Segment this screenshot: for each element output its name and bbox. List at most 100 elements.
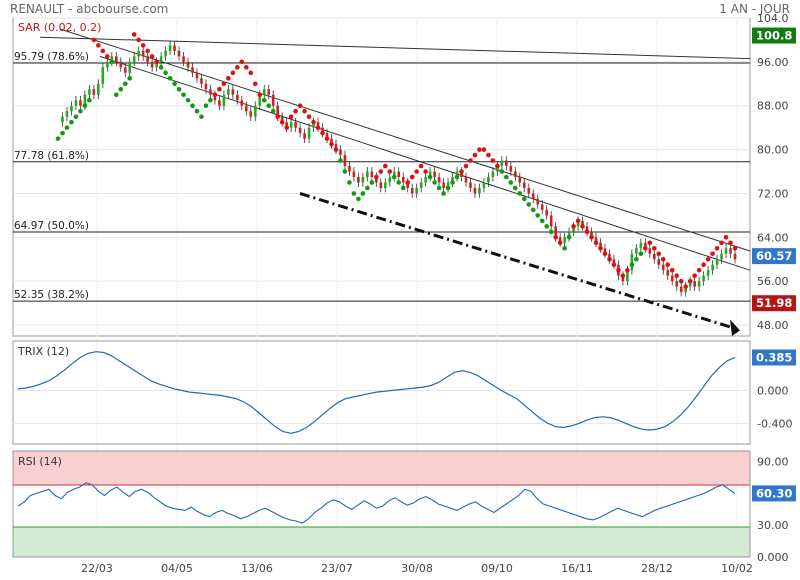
y-tick-label: -0.400: [757, 417, 792, 430]
sar-dot: [472, 152, 478, 158]
candle: [464, 172, 468, 187]
y-tick-label: 0.000: [757, 384, 789, 397]
sar-dot: [728, 240, 733, 246]
chart-period: 1 AN - JOUR: [719, 2, 790, 16]
x-tick-label: 28/12: [641, 562, 673, 575]
price-badge: 60.57: [752, 248, 796, 265]
sar-dot: [64, 125, 70, 130]
candle: [253, 101, 257, 122]
candle: [469, 178, 472, 193]
sar-dot: [60, 130, 65, 136]
candle: [119, 57, 123, 72]
sar-dot: [710, 251, 715, 257]
candle: [200, 73, 203, 89]
candle: [218, 95, 221, 111]
candle: [639, 238, 643, 253]
candle: [711, 260, 714, 275]
sar-dot: [732, 245, 738, 251]
rsi-badge: 60.30: [752, 485, 796, 502]
candle: [478, 183, 481, 198]
trendline-support-dashed: [299, 192, 734, 330]
sar-dot: [163, 70, 168, 76]
y-tick-label: 90.00: [757, 456, 789, 469]
sar-dot: [616, 267, 621, 273]
fib-label: 77.78 (61.8%): [14, 150, 89, 162]
rsi-panel-frame: [12, 450, 751, 558]
sar-dot: [629, 262, 635, 268]
sar-dot: [553, 235, 558, 240]
sar-dot: [145, 48, 150, 54]
sar-dot: [356, 196, 361, 202]
sar-dot: [683, 284, 688, 289]
sar-label: SAR (0.02, 0.2): [18, 21, 101, 34]
candle: [245, 101, 248, 116]
candle: [164, 46, 167, 61]
candle: [419, 178, 423, 193]
candle: [397, 167, 401, 182]
sar-dot: [360, 191, 366, 196]
y-tick-label: 64.00: [757, 231, 789, 244]
trendline-resistance-long: [39, 36, 751, 60]
candle: [527, 183, 531, 198]
candle: [657, 254, 661, 270]
candle: [298, 123, 302, 138]
candle: [437, 172, 441, 187]
candle: [339, 145, 342, 160]
candle: [352, 167, 356, 182]
candle: [388, 172, 392, 187]
x-tick-label: 13/06: [241, 562, 273, 575]
sar-dot: [235, 65, 240, 70]
sar-dot: [544, 224, 549, 229]
sar-dot: [190, 103, 195, 109]
candle: [724, 243, 728, 259]
sar-dot: [382, 163, 388, 169]
sar-dot: [477, 147, 482, 152]
sar-dot: [400, 185, 406, 191]
candle: [343, 150, 347, 171]
candle: [146, 51, 149, 67]
sar-dot: [315, 125, 321, 130]
y-tick-label: 80.00: [757, 144, 789, 157]
sar-dot: [705, 256, 711, 262]
sar-dot: [418, 163, 424, 169]
sar-dot: [638, 251, 644, 257]
candle: [267, 84, 271, 100]
sar-dot: [82, 103, 88, 109]
candle: [545, 205, 548, 220]
sar-dot: [714, 245, 720, 251]
sar-dot: [580, 224, 585, 229]
candle: [693, 276, 696, 292]
rsi-line: [17, 482, 736, 524]
sar-dot: [499, 169, 505, 174]
sar-dot: [244, 65, 249, 70]
sar-dot: [208, 97, 213, 103]
sar-dot: [293, 108, 298, 114]
sar-dot: [521, 196, 527, 202]
candle: [401, 172, 405, 187]
candle: [123, 62, 127, 78]
y-tick-label: 30.00: [757, 519, 789, 532]
candle: [92, 84, 96, 100]
sar-dot: [221, 81, 227, 87]
candle: [128, 57, 132, 78]
sar-dot: [481, 147, 487, 152]
sar-dot: [701, 262, 706, 268]
sar-dot: [463, 163, 469, 169]
candle: [231, 84, 235, 100]
sar-dot: [625, 267, 630, 273]
y-tick-label: 72.00: [757, 187, 789, 200]
candle: [415, 183, 418, 198]
fib-label: 95.79 (78.6%): [14, 51, 89, 63]
sar-dot: [78, 108, 83, 114]
candle: [706, 265, 710, 281]
y-tick-label: 56.00: [757, 275, 789, 288]
sar-dot: [441, 191, 446, 196]
candle: [679, 282, 683, 297]
sar-dot: [557, 240, 563, 246]
sar-dot: [270, 108, 276, 114]
trend-arrowhead: [730, 319, 740, 336]
sar-dot: [490, 158, 496, 163]
x-tick-label: 09/10: [481, 562, 513, 575]
candle: [204, 79, 208, 94]
candle: [487, 172, 490, 187]
